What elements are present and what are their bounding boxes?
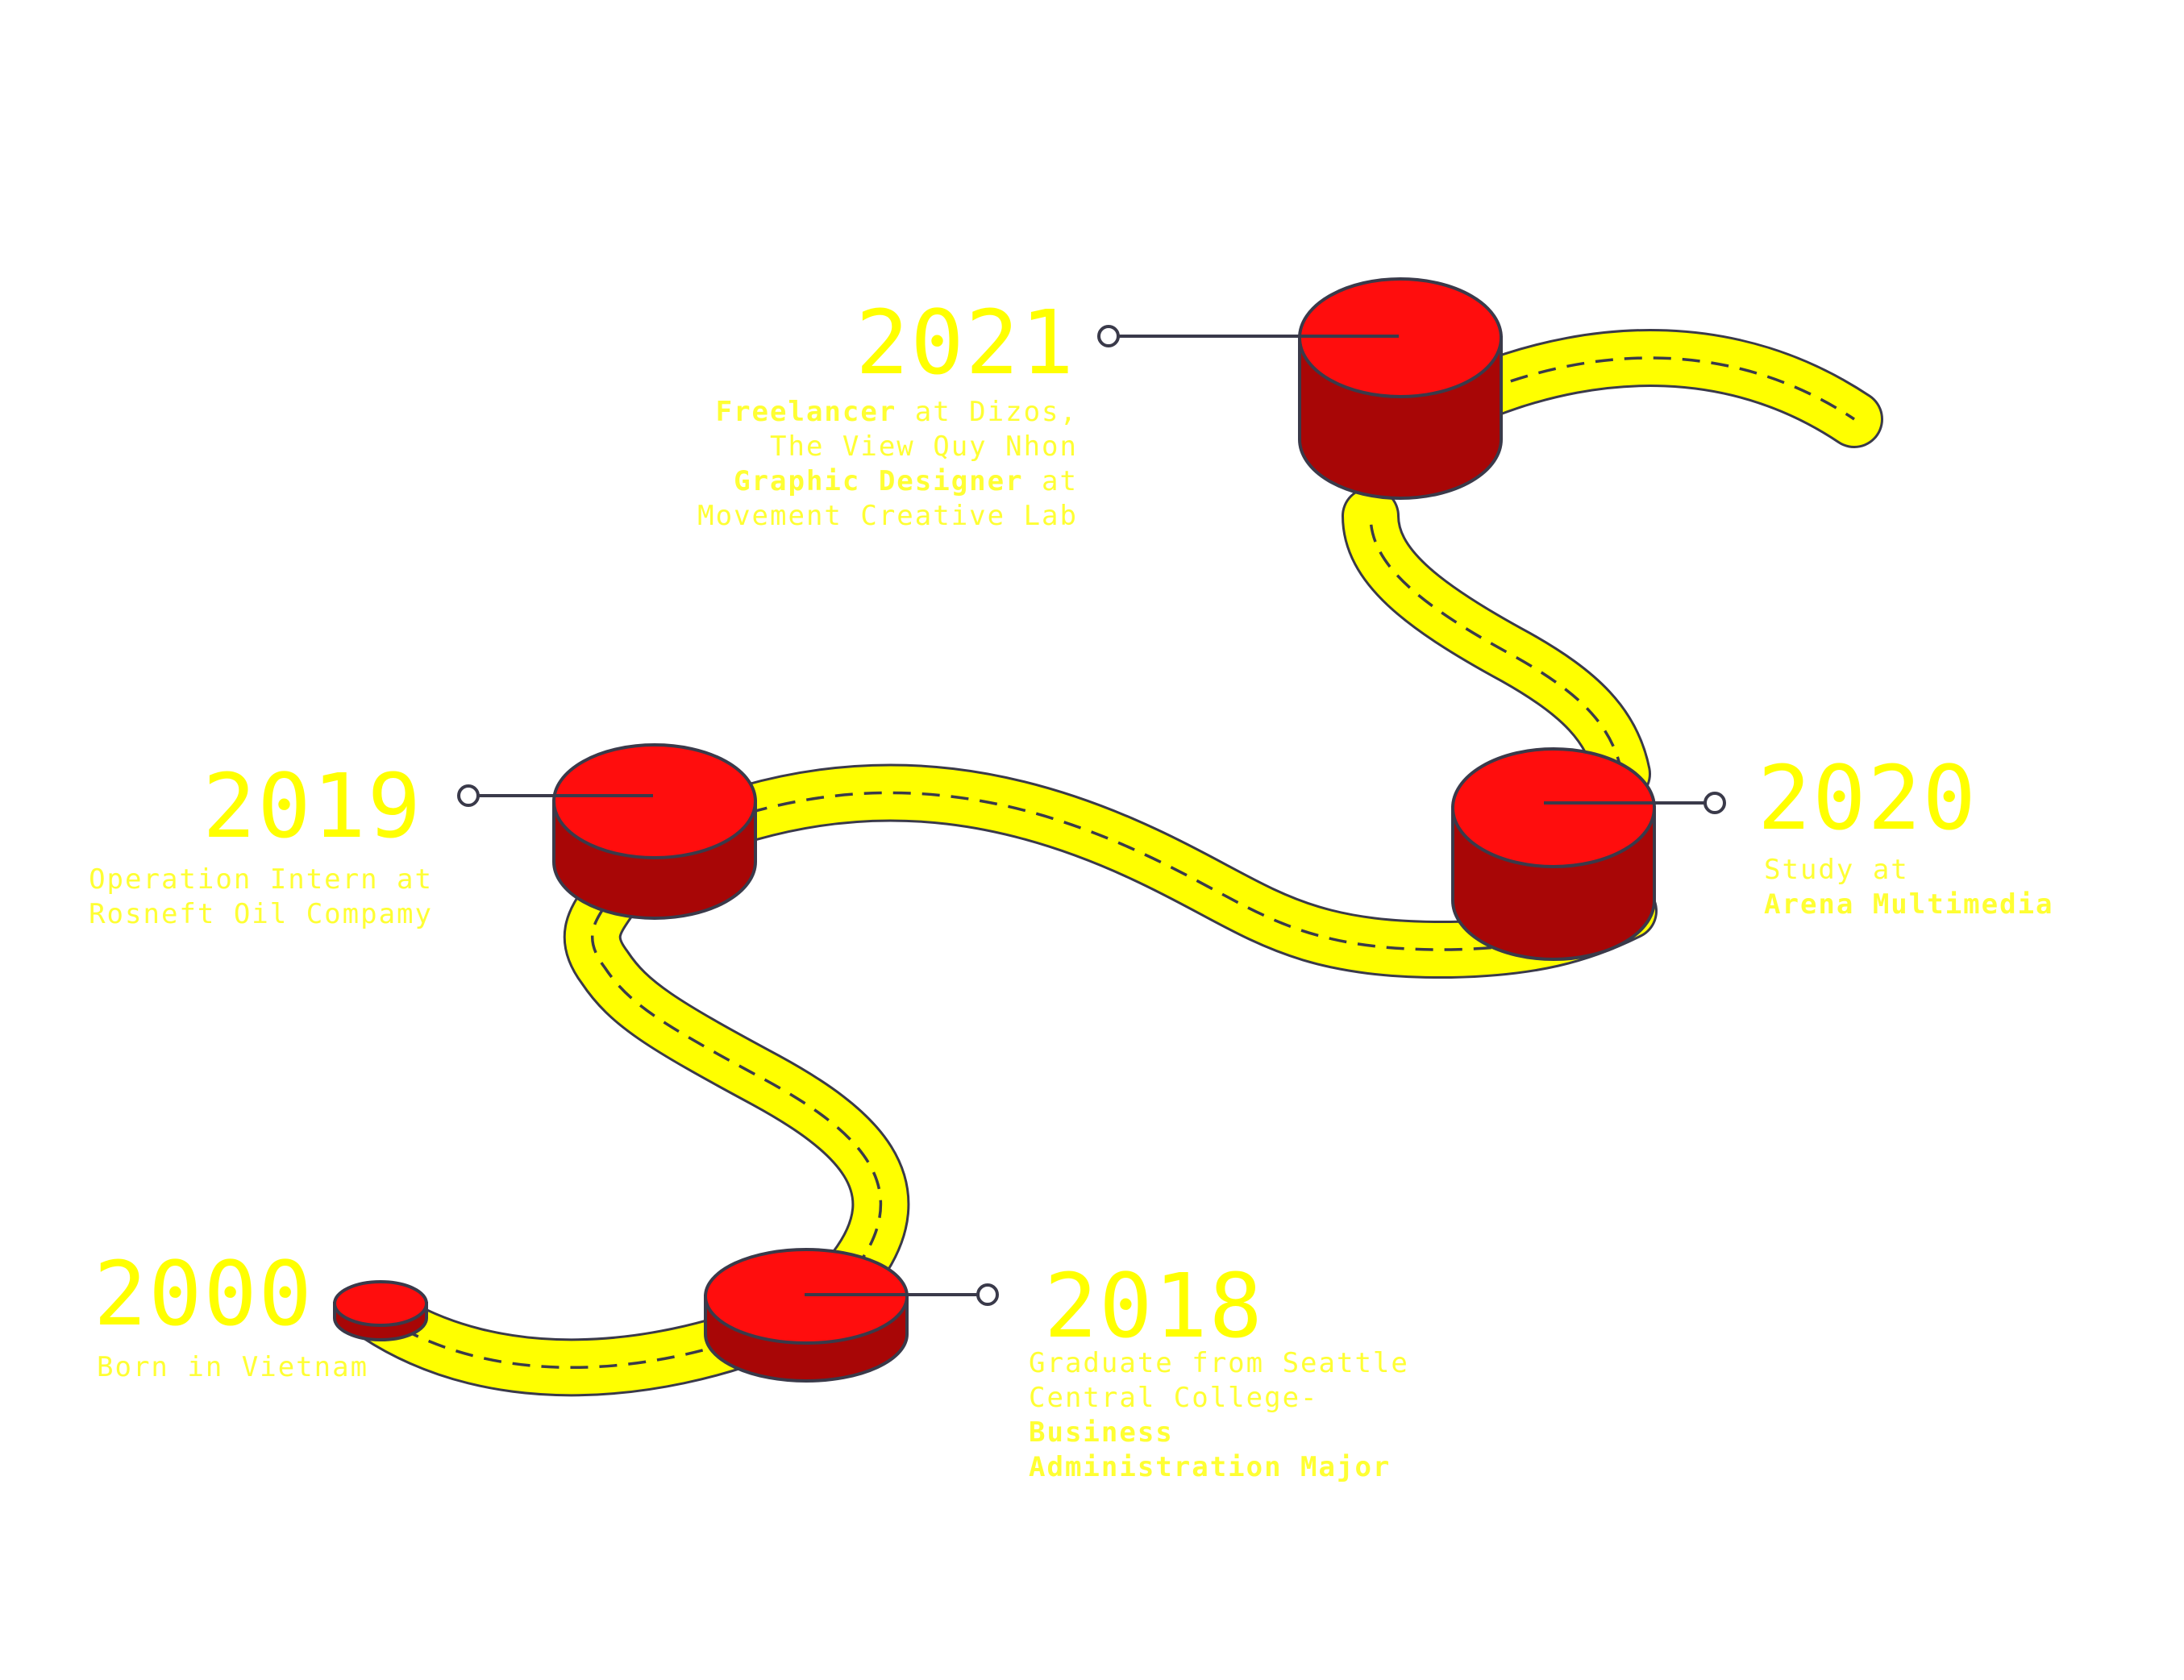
- road-segment-2021-end: [1454, 329, 1883, 448]
- road-segment-2018-2019: [563, 866, 910, 1299]
- desc-line: Central College-: [1029, 1381, 1409, 1416]
- desc-text: Graduate from Seattle: [1029, 1347, 1409, 1379]
- desc-line: Born in Vietnam: [97, 1350, 368, 1385]
- desc-text: The View Quy Nhon: [770, 430, 1078, 463]
- connector-2021: [1097, 325, 1399, 347]
- desc-line: Operation Intern at: [89, 863, 433, 897]
- connector-2019: [457, 784, 653, 807]
- disc-2000: [333, 1280, 428, 1341]
- desc-line: Movement Creative Lab: [697, 499, 1078, 534]
- disc-2019: [552, 743, 757, 920]
- connector-2018: [805, 1283, 999, 1306]
- year-2021: 2021: [855, 291, 1075, 394]
- desc-line: Graduate from Seattle: [1029, 1346, 1409, 1381]
- desc-bold-text: Graphic Designer: [734, 465, 1024, 497]
- desc-text: Operation Intern at: [89, 863, 433, 896]
- desc-bold-text: Business: [1029, 1416, 1174, 1449]
- desc-text: at Dizos,: [896, 396, 1078, 428]
- desc-bold-text: Administration Major: [1029, 1451, 1392, 1483]
- disc-2020: [1451, 747, 1656, 961]
- year-2000: 2000: [94, 1242, 314, 1345]
- disc-2018: [704, 1248, 909, 1383]
- connector-2020: [1544, 792, 1726, 814]
- year-2020: 2020: [1758, 746, 1978, 850]
- desc-line: Rosneft Oil Compamy: [89, 897, 433, 932]
- desc-line: Business: [1029, 1416, 1409, 1450]
- desc-2020: Study at Arena Multimedia: [1764, 853, 2054, 922]
- connectors: [457, 325, 1726, 1306]
- desc-2019: Operation Intern at Rosneft Oil Compamy: [89, 863, 433, 932]
- desc-line: Administration Major: [1029, 1450, 1409, 1485]
- desc-line: Arena Multimedia: [1764, 888, 2054, 922]
- road-segment-2020-2021: [1342, 487, 1651, 803]
- desc-line: Study at: [1764, 853, 2054, 888]
- desc-2018: Graduate from Seattle Central College- Bus…: [1029, 1346, 1409, 1485]
- year-2018: 2018: [1044, 1254, 1264, 1358]
- desc-text: Study at: [1764, 854, 1909, 886]
- desc-2021: Freelancer at Dizos, The View Quy Nhon Gra…: [697, 395, 1078, 534]
- year-2019: 2019: [202, 755, 422, 858]
- desc-line: Graphic Designer at: [697, 464, 1078, 499]
- desc-bold-text: Freelancer: [715, 396, 897, 428]
- desc-text: at: [1023, 465, 1078, 497]
- desc-line: The View Quy Nhon: [697, 430, 1078, 464]
- desc-text: Rosneft Oil Compamy: [89, 898, 433, 930]
- desc-2000: Born in Vietnam: [97, 1350, 368, 1385]
- milestone-discs: [333, 277, 1656, 1383]
- desc-text: Born in Vietnam: [97, 1351, 369, 1383]
- desc-bold-text: Arena Multimedia: [1764, 888, 2054, 921]
- desc-text: Movement Creative Lab: [697, 500, 1078, 532]
- desc-text: Central College-: [1029, 1382, 1319, 1414]
- desc-line: Freelancer at Dizos,: [697, 395, 1078, 430]
- disc-2021: [1298, 277, 1503, 500]
